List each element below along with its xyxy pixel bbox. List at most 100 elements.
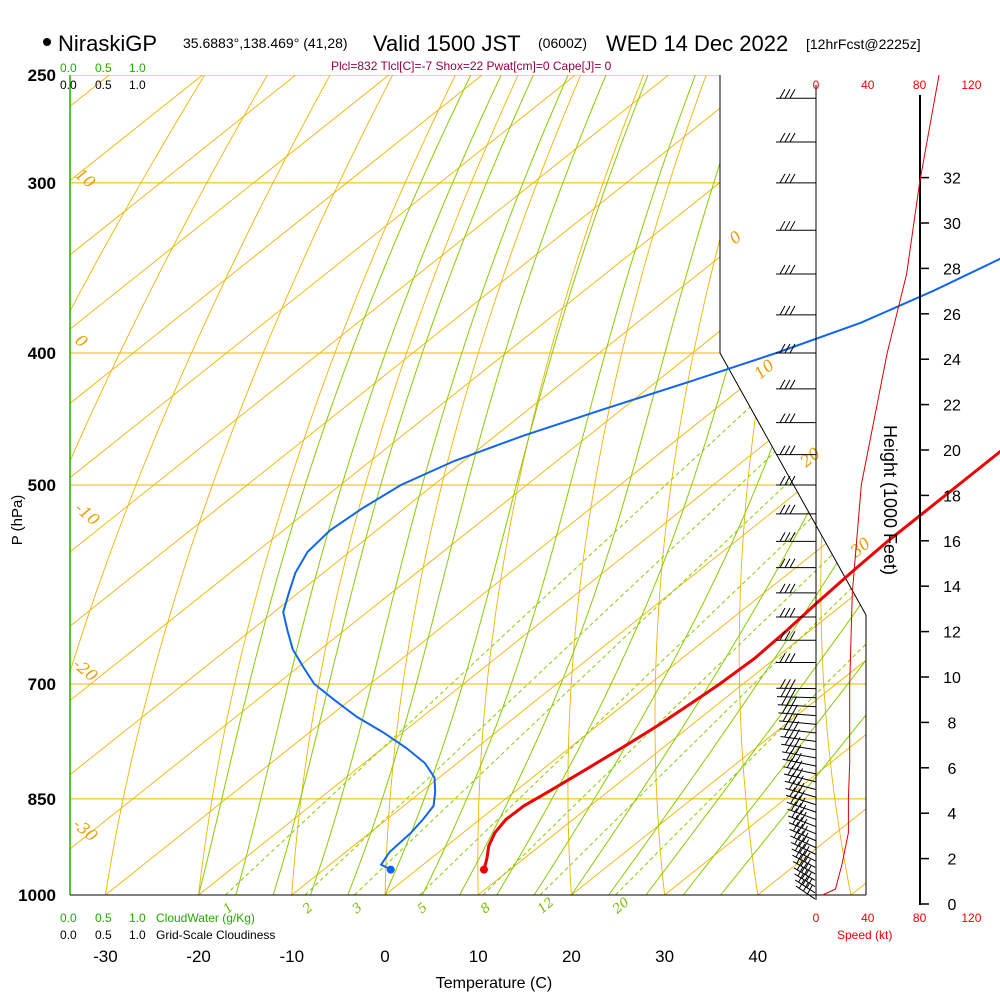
wind-barb-staff xyxy=(787,808,817,820)
wind-barb-feather xyxy=(784,220,791,231)
cloudwater-tick-top-0: 0.0 xyxy=(60,61,77,75)
dry-adiabat xyxy=(477,75,654,895)
wind-barb-feather xyxy=(784,173,791,184)
wind-barb-feather xyxy=(779,379,786,390)
wind-barb-feather xyxy=(784,504,791,515)
x-axis-label: Temperature (C) xyxy=(436,975,552,992)
temperature-label-20: 20 xyxy=(562,947,581,966)
temperature-label-30: 30 xyxy=(655,947,674,966)
height-label-12: 12 xyxy=(943,625,961,642)
wind-barb-feather xyxy=(789,607,796,618)
cloudiness-tick-bottom-0: 0.0 xyxy=(60,928,77,942)
height-label-32: 32 xyxy=(943,171,961,188)
dry-adiabat xyxy=(654,75,778,895)
pressure-label-700: 700 xyxy=(28,675,56,694)
temperature-label-0: 0 xyxy=(380,947,389,966)
wind-barb-staff xyxy=(780,736,817,742)
dewpoint-line xyxy=(282,257,1000,871)
isotherm-line xyxy=(70,75,866,895)
moist-adiabat xyxy=(309,75,569,895)
wind-barb-feather xyxy=(795,752,802,763)
wind-barb-feather xyxy=(800,811,807,822)
wind-barb-feather xyxy=(789,558,796,568)
sounding-parameters: Plcl=832 Tlcl[C]=-7 Shox=22 Pwat[cm]=0 C… xyxy=(331,59,612,73)
dry-adiabat xyxy=(195,75,468,895)
moist-adiabat xyxy=(384,75,649,895)
wind-barb-feather xyxy=(789,679,796,689)
wind-barb-feather xyxy=(789,504,796,515)
wind-barb-feather xyxy=(802,832,809,843)
wind-barb-staff xyxy=(781,743,817,751)
wind-barb-feather xyxy=(785,687,792,698)
wind-barb-staff xyxy=(778,712,817,717)
cloudiness-tick-top-1: 0.5 xyxy=(95,78,112,92)
isotherm-line xyxy=(70,75,762,895)
speed-top-label-0: 0 xyxy=(813,78,820,92)
isotherm-line xyxy=(198,75,866,895)
cloudiness-tick-top-0: 0.0 xyxy=(60,78,77,92)
wind-barb-staff xyxy=(788,815,816,828)
surface-dewpoint-marker xyxy=(386,865,395,874)
valid-time: Valid 1500 JST xyxy=(373,31,521,56)
speed-top-label-40: 40 xyxy=(861,78,875,92)
wind-barb-feather xyxy=(784,532,791,542)
wind-barb-feather xyxy=(784,132,791,143)
temperature-label--30: -30 xyxy=(93,947,118,966)
wind-barb-feather xyxy=(790,687,797,698)
moist-adiabat xyxy=(421,75,696,895)
wind-barb-feather xyxy=(779,653,786,663)
moist-adiabat xyxy=(272,75,534,895)
height-label-4: 4 xyxy=(948,806,957,823)
mixing-ratio-line xyxy=(304,352,866,895)
wind-barb-staff xyxy=(794,873,816,888)
isotherm-line xyxy=(70,75,576,895)
mixing-ratio-line xyxy=(482,352,866,895)
temperature-label--10: -10 xyxy=(280,947,305,966)
height-label-14: 14 xyxy=(943,579,961,596)
wind-barb-feather xyxy=(797,823,804,834)
speed-bottom-label-40: 40 xyxy=(861,911,875,925)
wind-barb-staff xyxy=(785,787,817,798)
wind-barb-feather xyxy=(784,343,791,354)
wind-barb-feather xyxy=(779,607,786,618)
wind-barb-feather xyxy=(791,704,798,715)
height-axis-label: Height (1000 Feet) xyxy=(880,425,900,575)
pressure-label-500: 500 xyxy=(28,476,56,495)
isotherm-line xyxy=(70,75,483,895)
wind-barb-feather xyxy=(789,132,796,143)
wind-barb-staff xyxy=(793,867,816,881)
wind-barb-feather xyxy=(791,808,798,818)
wind-barb-feather xyxy=(792,766,799,777)
speed-tick-labels-top: 0 40 80 120 xyxy=(813,78,982,92)
wind-barb-feather xyxy=(786,758,793,768)
wind-barb-staff xyxy=(783,773,817,783)
moist-adiabat xyxy=(682,75,866,895)
surface-temperature-marker xyxy=(479,865,488,874)
cloudwater-legend-label: CloudWater (g/Kg) xyxy=(156,911,255,925)
wind-barb-feather xyxy=(789,630,796,641)
wind-barb-feather xyxy=(784,679,791,689)
cloudwater-tick-bottom-2: 1.0 xyxy=(129,911,146,925)
wind-barb-feather xyxy=(795,803,802,813)
wind-barb-feather xyxy=(792,821,799,832)
wind-barb-staff xyxy=(784,780,817,791)
speed-bottom-label-0: 0 xyxy=(813,911,820,925)
wind-barb-feather xyxy=(779,445,786,455)
pressure-label-850: 850 xyxy=(28,790,56,809)
temperature-label-10: 10 xyxy=(469,947,488,966)
wind-barb-feather xyxy=(788,773,795,783)
wind-barb-feather xyxy=(786,704,793,714)
wind-barb-feather xyxy=(779,305,786,316)
wind-barb-feather xyxy=(794,795,801,806)
height-label-30: 30 xyxy=(943,216,961,233)
wind-barb-feather xyxy=(779,532,786,542)
wind-barb-feather xyxy=(789,220,796,231)
wind-barb-feather xyxy=(781,695,788,706)
dry-adiabat xyxy=(100,75,406,895)
temperature-line xyxy=(482,449,1000,870)
wind-barb-feather xyxy=(784,475,791,486)
height-label-10: 10 xyxy=(943,670,961,687)
wind-barb-feather xyxy=(801,818,808,829)
dry-adiabat xyxy=(70,75,344,895)
